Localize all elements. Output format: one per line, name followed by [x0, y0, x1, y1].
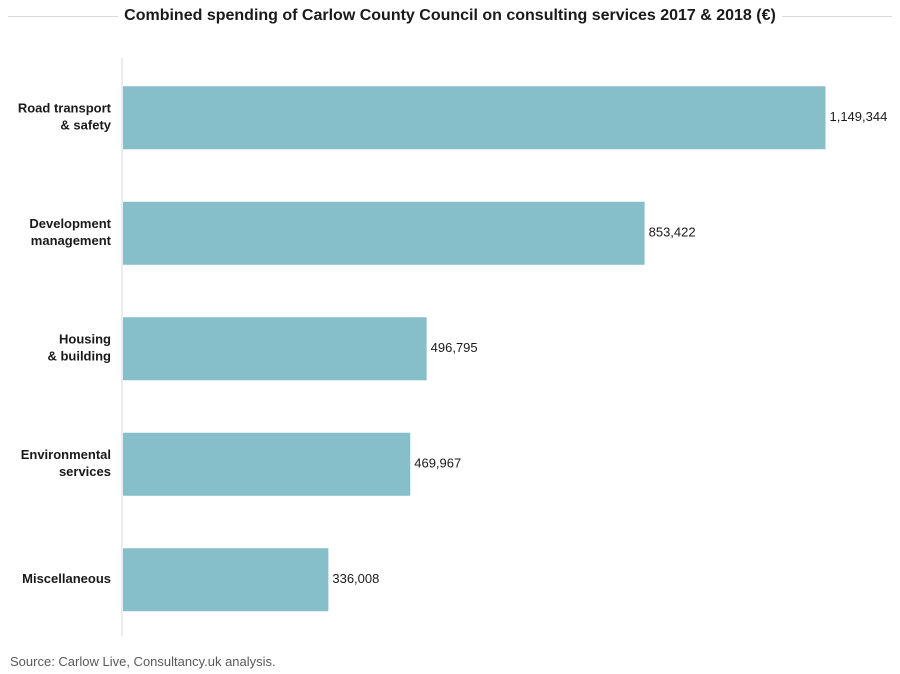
category-label-line: & safety	[60, 118, 111, 133]
data-label: 336,008	[332, 571, 379, 586]
title-rule-right	[782, 16, 892, 17]
source-note: Source: Carlow Live, Consultancy.uk anal…	[10, 654, 276, 669]
bar	[123, 86, 826, 150]
category-label: Road transport & safety	[18, 101, 112, 133]
category-label-line: services	[59, 464, 111, 479]
category-label-line: Development	[29, 216, 111, 231]
bar	[123, 548, 329, 612]
title-bar: Combined spending of Carlow County Counc…	[0, 5, 900, 29]
category-label-line: & building	[47, 349, 111, 364]
category-label-line: Housing	[59, 332, 111, 347]
bar	[123, 201, 645, 265]
data-label: 1,149,344	[829, 109, 887, 124]
chart-title: Combined spending of Carlow County Counc…	[124, 7, 776, 24]
category-label-line: Environmental	[21, 447, 111, 462]
category-label: Miscellaneous	[22, 571, 111, 586]
category-label-line: Miscellaneous	[22, 571, 111, 586]
data-label: 853,422	[649, 225, 696, 240]
data-label: 469,967	[414, 456, 461, 471]
category-label: Environmental services	[21, 447, 111, 479]
bar	[123, 317, 427, 381]
title-rule-left	[8, 16, 118, 17]
bar	[123, 432, 411, 496]
category-label-line: management	[31, 233, 112, 248]
data-label: 496,795	[431, 340, 478, 355]
category-label-line: Road transport	[18, 101, 112, 116]
category-label: Development management	[29, 216, 111, 248]
category-label: Housing & building	[47, 332, 111, 364]
